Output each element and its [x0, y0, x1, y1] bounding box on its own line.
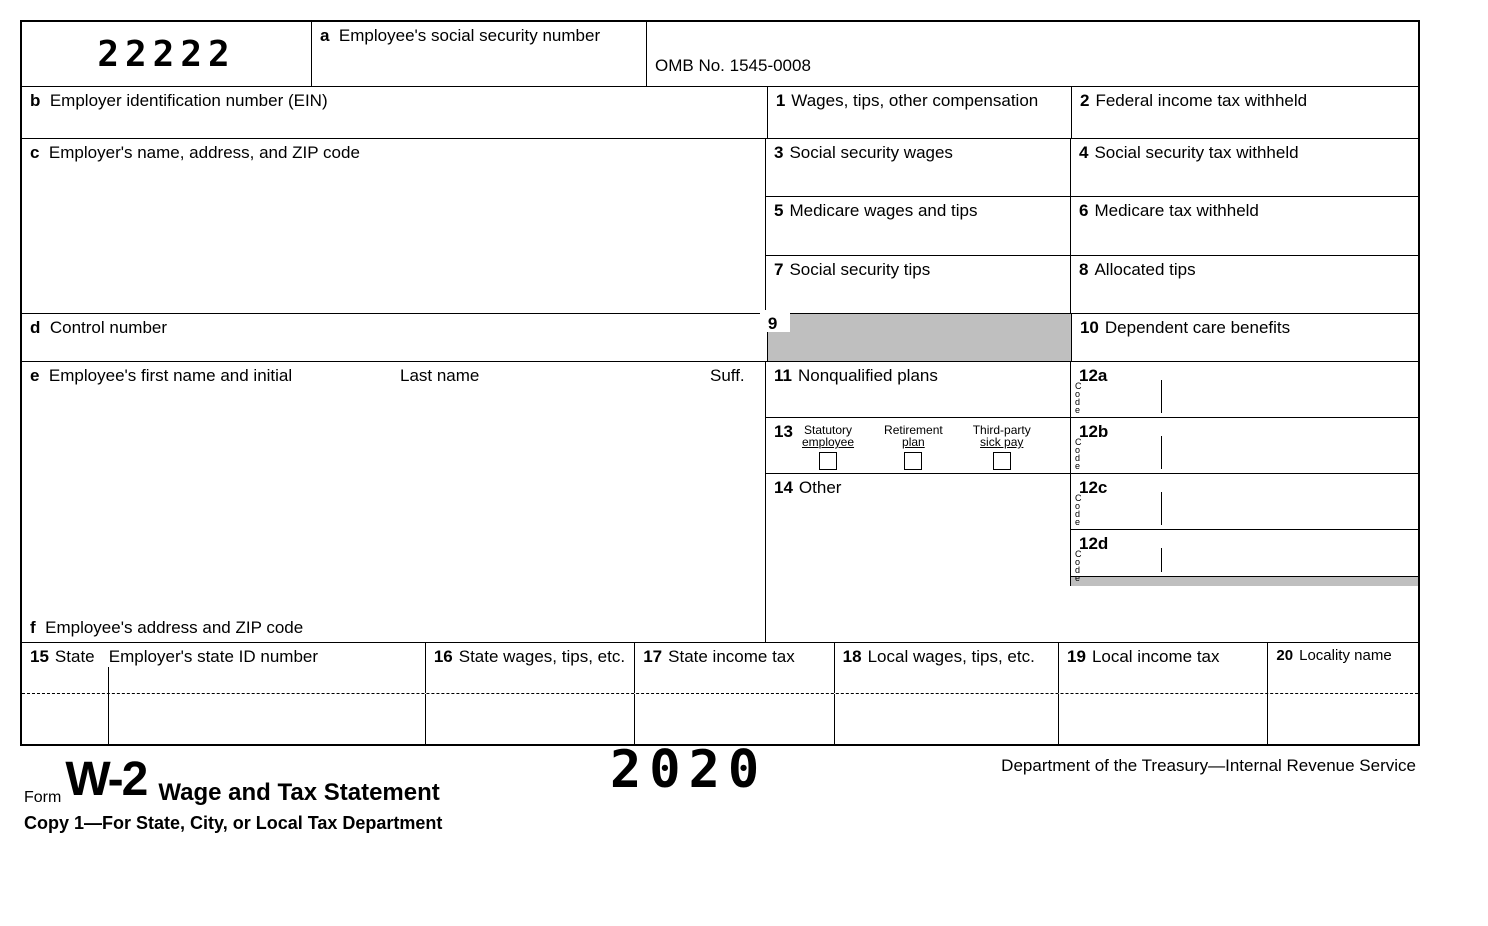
- box-15: 15State Employer's state ID number: [22, 643, 426, 693]
- box-19-row2: [1059, 694, 1268, 744]
- code-divider-a: [1161, 380, 1162, 413]
- box-c: c Employer's name, address, and ZIP code: [22, 139, 766, 314]
- copy-label: Copy 1—For State, City, or Local Tax Dep…: [24, 813, 1416, 834]
- box-6: 6Medicare tax withheld: [1071, 197, 1418, 255]
- box-14: 14Other: [766, 474, 1071, 586]
- box-3-label: Social security wages: [789, 143, 952, 162]
- box-2-label: Federal income tax withheld: [1095, 91, 1307, 110]
- box-11-label: Nonqualified plans: [798, 366, 938, 385]
- checkbox-thirdparty[interactable]: [993, 452, 1011, 470]
- box-13: 13 Statutory employee Retirement plan: [766, 418, 1071, 474]
- box-12d-label: 12d: [1079, 534, 1108, 553]
- grey-strip: [1071, 576, 1418, 586]
- code-divider-d: [1161, 548, 1162, 572]
- box-18: 18Local wages, tips, etc.: [835, 643, 1059, 693]
- box-19-label: Local income tax: [1092, 647, 1220, 666]
- box-e-suff: Suff.: [710, 366, 745, 385]
- box-12a: 12a Code: [1071, 362, 1418, 418]
- box-13-statutory: Statutory employee: [802, 424, 854, 470]
- box-5: 5Medicare wages and tips: [766, 197, 1071, 255]
- w2-form: 22222 a Employee's social security numbe…: [20, 20, 1420, 746]
- box-4-label: Social security tax withheld: [1094, 143, 1298, 162]
- box-f-label: Employee's address and ZIP code: [45, 618, 303, 637]
- box-b: b Employer identification number (EIN): [22, 87, 768, 139]
- box-7-label: Social security tips: [789, 260, 930, 279]
- box-10: 10Dependent care benefits: [1072, 314, 1418, 362]
- box-17-row2: [635, 694, 834, 744]
- box-5-label: Medicare wages and tips: [789, 201, 977, 220]
- form-prefix: Form: [24, 789, 61, 807]
- box-7: 7Social security tips: [766, 256, 1071, 314]
- box-d-label: Control number: [50, 318, 167, 337]
- box-b-label: Employer identification number (EIN): [50, 91, 328, 110]
- code-label-c: Code: [1075, 494, 1082, 526]
- code-label-b: Code: [1075, 438, 1082, 470]
- box-15-state: State: [55, 647, 95, 666]
- box-18-label: Local wages, tips, etc.: [868, 647, 1035, 666]
- box-20-row2: [1268, 694, 1418, 744]
- box-16-label: State wages, tips, etc.: [459, 647, 625, 666]
- box-17-label: State income tax: [668, 647, 795, 666]
- box-14-label: Other: [799, 478, 842, 497]
- box-18-row2: [835, 694, 1059, 744]
- box-12d: 12d Code: [1071, 530, 1418, 576]
- box-1-label: Wages, tips, other compensation: [791, 91, 1038, 110]
- code-label-d: Code: [1075, 550, 1082, 582]
- code-divider-c: [1161, 492, 1162, 525]
- box-13-thirdparty: Third-party sick pay: [973, 424, 1031, 470]
- form-name: W-2: [65, 752, 146, 807]
- box-16: 16State wages, tips, etc.: [426, 643, 635, 693]
- box-8-label: Allocated tips: [1094, 260, 1195, 279]
- form-footer: Form W-2 Wage and Tax Statement 2020 Dep…: [20, 746, 1420, 840]
- box-10-label: Dependent care benefits: [1105, 318, 1290, 337]
- box-c-label: Employer's name, address, and ZIP code: [49, 143, 360, 162]
- box-15-row2: [22, 694, 426, 744]
- box-a-label: Employee's social security number: [339, 26, 600, 45]
- box-3: 3Social security wages: [766, 139, 1071, 197]
- ocr-number-box: 22222: [22, 22, 312, 87]
- dept-label: Department of the Treasury—Internal Reve…: [1001, 756, 1416, 776]
- omb-box: OMB No. 1545-0008: [647, 22, 1418, 87]
- box-15-divider: [108, 667, 109, 693]
- box-20-label: Locality name: [1299, 647, 1392, 664]
- box-12b-label: 12b: [1079, 422, 1108, 441]
- box-15-ein: Employer's state ID number: [109, 647, 318, 666]
- box-d: d Control number: [22, 314, 768, 362]
- box-a: a Employee's social security number: [312, 22, 647, 87]
- box-17: 17State income tax: [635, 643, 834, 693]
- checkbox-statutory[interactable]: [819, 452, 837, 470]
- box-e-last: Last name: [400, 366, 479, 385]
- box-12c-label: 12c: [1079, 478, 1107, 497]
- box-19: 19Local income tax: [1059, 643, 1268, 693]
- box-4: 4Social security tax withheld: [1071, 139, 1418, 197]
- code-label-a: Code: [1075, 382, 1082, 414]
- box-8: 8Allocated tips: [1071, 256, 1418, 314]
- form-title: Wage and Tax Statement: [158, 779, 439, 807]
- box-12c: 12c Code: [1071, 474, 1418, 530]
- box-e-first: Employee's first name and initial: [49, 366, 292, 385]
- ocr-number: 22222: [97, 34, 235, 75]
- box-16-row2: [426, 694, 635, 744]
- box-e-f: e Employee's first name and initial Last…: [22, 362, 766, 642]
- box-9: 9: [768, 314, 1072, 362]
- box-11: 11Nonqualified plans: [766, 362, 1071, 418]
- box-1: 1Wages, tips, other compensation: [768, 87, 1072, 139]
- code-divider-b: [1161, 436, 1162, 469]
- form-year: 2020: [610, 740, 767, 800]
- box-2: 2Federal income tax withheld: [1072, 87, 1418, 139]
- box-13-retirement: Retirement plan: [884, 424, 943, 470]
- box-12b: 12b Code: [1071, 418, 1418, 474]
- box-12a-label: 12a: [1079, 366, 1107, 385]
- omb-label: OMB No. 1545-0008: [655, 56, 811, 76]
- checkbox-retirement[interactable]: [904, 452, 922, 470]
- box-20: 20Locality name: [1268, 643, 1418, 693]
- box-6-label: Medicare tax withheld: [1094, 201, 1258, 220]
